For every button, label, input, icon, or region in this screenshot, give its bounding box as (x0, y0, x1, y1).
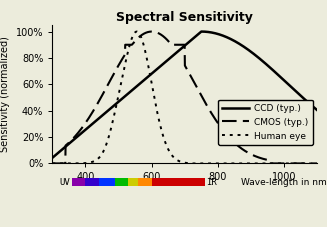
CCD (typ.) (158, 66, 162, 68)
CCD (typ.) (262, 61, 266, 64)
CMOS (typ.) (262, 158, 266, 160)
Bar (85, 178, 99, 186)
Human eye (135, 30, 139, 33)
CMOS (typ.) (150, 30, 154, 33)
CCD (typ.) (257, 57, 261, 59)
Human eye (77, 162, 81, 165)
Line: Human eye: Human eye (52, 32, 317, 163)
Legend: CCD (typ.), CMOS (typ.), Human eye: CCD (typ.), CMOS (typ.), Human eye (218, 100, 313, 145)
Bar (152, 178, 205, 186)
Text: UV: UV (60, 178, 71, 187)
Line: CMOS (typ.): CMOS (typ.) (52, 32, 317, 163)
CMOS (typ.) (50, 162, 54, 165)
Bar (129, 178, 138, 186)
CCD (typ.) (199, 30, 203, 33)
CMOS (typ.) (232, 141, 236, 144)
CMOS (typ.) (257, 156, 261, 159)
CCD (typ.) (167, 58, 171, 60)
CMOS (typ.) (315, 162, 319, 165)
CMOS (typ.) (77, 130, 81, 133)
Bar (138, 178, 152, 186)
Bar (115, 178, 129, 186)
CCD (typ.) (232, 40, 236, 42)
Bar (99, 178, 115, 186)
Human eye (262, 162, 266, 165)
CCD (typ.) (315, 109, 319, 111)
CMOS (typ.) (158, 32, 162, 35)
Human eye (50, 162, 54, 165)
Human eye (158, 122, 162, 125)
Human eye (167, 150, 171, 153)
Text: IR: IR (206, 178, 217, 187)
Line: CCD (typ.): CCD (typ.) (52, 32, 317, 158)
CMOS (typ.) (167, 41, 171, 44)
Human eye (315, 162, 319, 165)
Human eye (257, 162, 261, 165)
Title: Spectral Sensitivity: Spectral Sensitivity (116, 11, 253, 24)
Y-axis label: Sensitivity (normalized): Sensitivity (normalized) (0, 36, 10, 152)
CCD (typ.) (77, 133, 81, 136)
CCD (typ.) (50, 156, 54, 159)
Bar (72, 178, 85, 186)
Human eye (232, 162, 236, 165)
Text: Wave-length in nm: Wave-length in nm (241, 178, 327, 187)
